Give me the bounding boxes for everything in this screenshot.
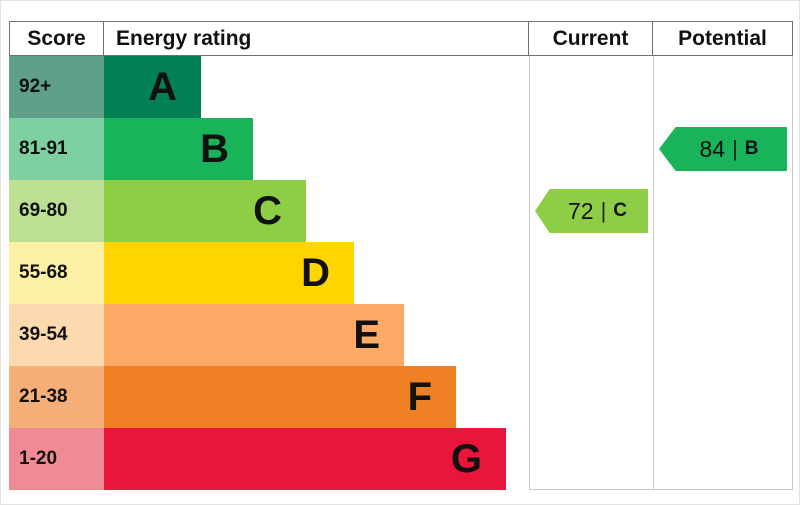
header-row: Score Energy rating Current Potential (9, 21, 793, 56)
arrow-divider: | (732, 136, 738, 161)
rating-bar: A (104, 56, 201, 118)
potential-letter: B (744, 138, 759, 159)
rating-letter: B (200, 127, 229, 171)
score-range-label: 92+ (9, 56, 104, 118)
band-row-f: 21-38 F (9, 366, 529, 428)
score-range-label: 69-80 (9, 180, 104, 242)
score-range-label: 81-91 (9, 118, 104, 180)
rating-letter: F (407, 375, 432, 419)
potential-header: Potential (653, 21, 793, 56)
score-range-label: 39-54 (9, 304, 104, 366)
current-value: 72 (567, 197, 594, 224)
band-row-g: 1-20 G (9, 428, 529, 490)
band-row-c: 69-80 C (9, 180, 529, 242)
potential-arrow: 84 | B (659, 127, 787, 171)
rating-letter: A (148, 65, 177, 109)
current-letter: C (613, 200, 628, 221)
rating-letter: G (450, 437, 482, 481)
current-header: Current (529, 21, 653, 56)
band-row-d: 55-68 D (9, 242, 529, 304)
energy-rating-header: Energy rating (104, 21, 529, 56)
rating-bar: D (104, 242, 354, 304)
potential-value: 84 (699, 135, 726, 162)
rating-bar: G (104, 428, 506, 490)
rating-letter: C (253, 189, 282, 233)
potential-column: 84 | B (653, 56, 793, 490)
rating-letter: D (301, 251, 330, 295)
band-row-a: 92+ A (9, 56, 529, 118)
rating-bar: C (104, 180, 306, 242)
chart-body: 92+ A 81-91 B 69-80 C 55-68 D 39-54 E 21… (9, 56, 793, 490)
band-row-b: 81-91 B (9, 118, 529, 180)
current-arrow: 72 | C (535, 189, 648, 233)
rating-bar: F (104, 366, 456, 428)
score-header: Score (9, 21, 104, 56)
rating-letter: E (353, 313, 380, 357)
arrow-divider: | (600, 198, 607, 223)
bands-section: 92+ A 81-91 B 69-80 C 55-68 D 39-54 E 21… (9, 56, 529, 490)
band-row-e: 39-54 E (9, 304, 529, 366)
score-range-label: 55-68 (9, 242, 104, 304)
current-column: 72 | C (529, 56, 653, 490)
score-range-label: 21-38 (9, 366, 104, 428)
score-range-label: 1-20 (9, 428, 104, 490)
rating-bar: E (104, 304, 404, 366)
rating-bar: B (104, 118, 253, 180)
